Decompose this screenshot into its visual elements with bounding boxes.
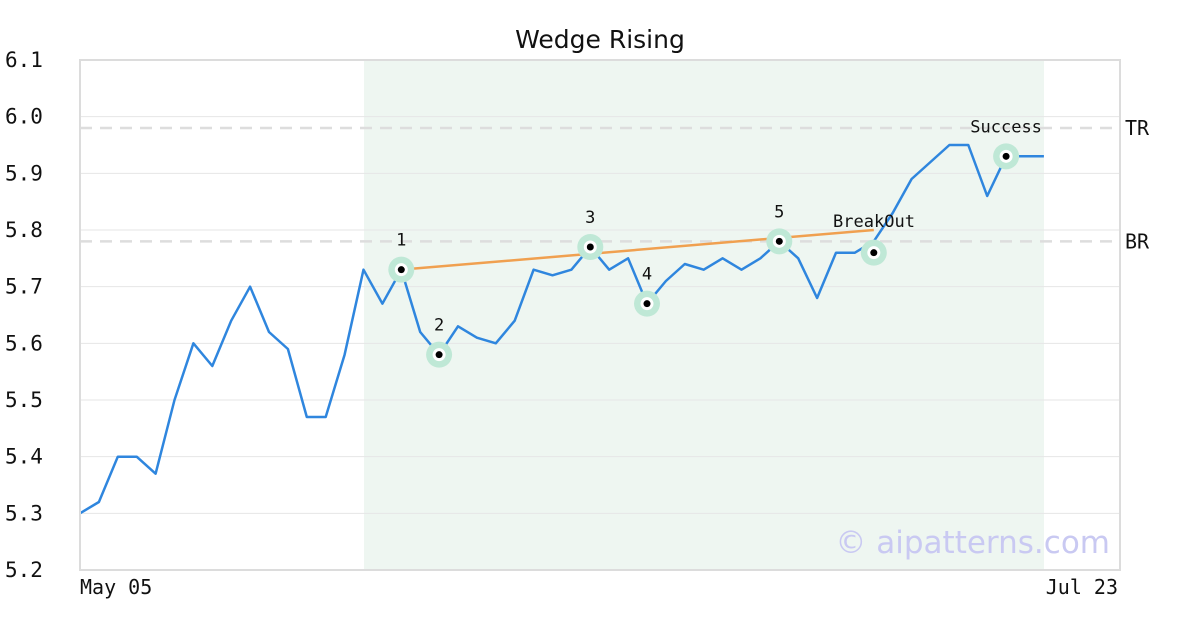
y-tick-label: 6.0 [5, 105, 43, 129]
reference-label-tr: TR [1125, 116, 1150, 140]
marker-label-success: Success [970, 117, 1042, 137]
marker-label-4: 4 [642, 265, 652, 285]
axes-layer: 5.2 5.3 5.4 5.5 5.6 5.7 5.8 5.9 6.0 6.1 May 05 Jul … [5, 48, 1121, 599]
reference-label-br: BR [1125, 229, 1150, 253]
y-tick-label: 5.8 [5, 218, 43, 242]
x-tick-label: Jul 23 [1046, 575, 1118, 599]
series-line [79, 143, 1044, 515]
marker-label-breakout: BreakOut [833, 212, 915, 232]
marker-label-2: 2 [434, 316, 444, 336]
y-tick-label: 5.7 [5, 275, 43, 299]
marker-dot-5 [775, 237, 783, 245]
watermark: © aipatterns.com [835, 525, 1110, 561]
trendline [401, 228, 874, 271]
y-tick-label: 5.4 [5, 445, 43, 469]
y-tick-label: 5.6 [5, 331, 43, 355]
highlight-region [364, 60, 1044, 570]
trendline-layer [401, 228, 874, 271]
highlight-region-layer [364, 60, 1044, 570]
x-tick-label: May 05 [80, 575, 152, 599]
y-tick-label: 5.5 [5, 388, 43, 412]
y-tick-label: 5.9 [5, 161, 43, 185]
marker-dot-breakout [870, 249, 878, 257]
series-layer [79, 143, 1044, 515]
marker-dot-1 [397, 266, 405, 274]
y-tick-label: 5.2 [5, 558, 43, 582]
chart-title: Wedge Rising [515, 25, 685, 54]
marker-label-3: 3 [585, 208, 595, 228]
gridlines-layer [80, 116, 1120, 514]
y-tick-label: 6.1 [5, 48, 43, 72]
y-tick-label: 5.3 [5, 501, 43, 525]
marker-label-1: 1 [396, 231, 406, 251]
marker-dot-3 [586, 243, 594, 251]
marker-dot-success [1002, 152, 1010, 160]
markers-layer: 1 2 3 4 5 BreakOut Success [388, 117, 1042, 368]
marker-dot-2 [435, 351, 443, 359]
plot-frame [79, 59, 1121, 571]
marker-label-5: 5 [774, 202, 784, 222]
marker-dot-4 [643, 300, 651, 308]
